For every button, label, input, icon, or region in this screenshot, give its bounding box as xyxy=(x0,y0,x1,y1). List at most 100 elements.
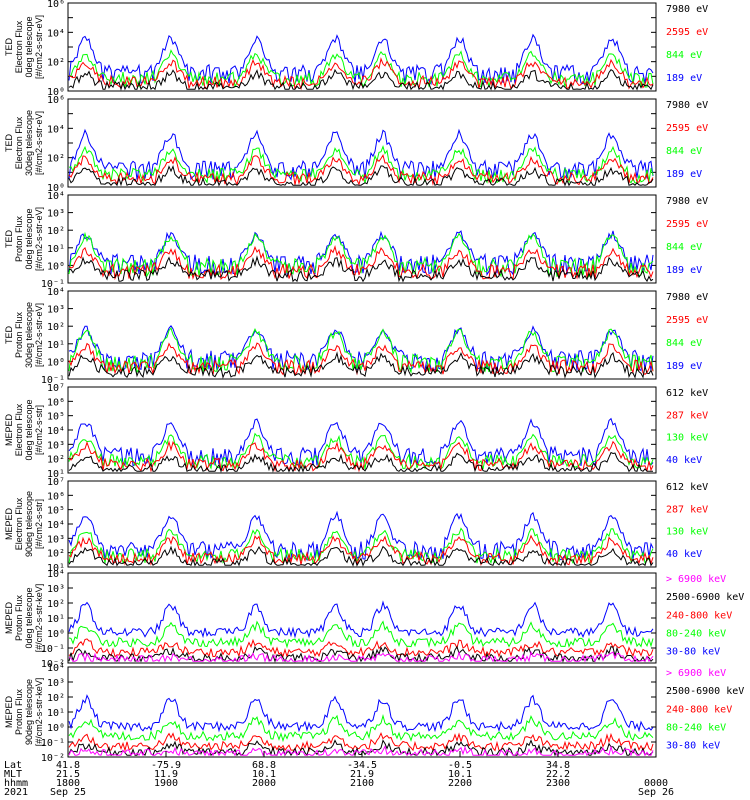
legend-entry: 844 eV xyxy=(666,146,702,157)
legend-entry: 287 keV xyxy=(666,504,708,515)
legend-entry: 240-800 keV xyxy=(666,610,732,621)
y-axis-label: Electron Flux xyxy=(14,116,24,169)
flux-trace-red xyxy=(68,731,654,753)
y-tick-label: 10⁷ xyxy=(47,383,65,394)
x-row-label: MLT xyxy=(4,769,22,780)
legend-entry: 30-80 keV xyxy=(666,647,720,658)
x-tick-label: 34.8 xyxy=(546,760,570,771)
flux-trace-black xyxy=(68,739,654,757)
y-tick-label: 10¹ xyxy=(47,563,65,574)
x-tick-label: 21.9 xyxy=(350,769,374,780)
legend-entry: 189 eV xyxy=(666,73,702,84)
y-axis-label: Proton Flux xyxy=(14,311,24,358)
y-tick-label: 10⁻¹ xyxy=(41,738,65,749)
legend-entry: > 6900 keV xyxy=(666,668,726,679)
y-axis-label: [#/cm2-s-str-keV] xyxy=(34,584,44,653)
legend-entry: 80-240 keV xyxy=(666,723,726,734)
flux-trace-red xyxy=(68,342,654,377)
panel-6: 10¹ 10² 10³ 10⁴ 10⁵ 10⁶ 10⁷ MEPED Electron Flux 9… xyxy=(4,477,708,574)
y-tick-label: 10³ xyxy=(47,440,65,451)
y-tick-label: 10¹ xyxy=(47,614,65,625)
y-tick-label: 10⁰ xyxy=(47,261,65,272)
legend-entry: > 6900 keV xyxy=(666,574,726,585)
y-tick-label: 10⁰ xyxy=(47,87,65,98)
y-tick-label: 10⁰ xyxy=(47,183,65,194)
legend-entry: 40 keV xyxy=(666,455,702,466)
y-tick-label: 10⁵ xyxy=(47,412,65,423)
legend-entry: 2500-6900 keV xyxy=(666,592,744,603)
x-tick-label: 11.9 xyxy=(154,769,178,780)
flux-trace-black xyxy=(68,255,654,283)
y-axis-label: 30deg telescope xyxy=(24,302,34,368)
flux-trace-green xyxy=(68,620,654,649)
x-row-label: hhmm xyxy=(4,778,28,789)
x-tick-label: 10.1 xyxy=(252,769,276,780)
panel-frame xyxy=(67,666,657,758)
x-tick-label: 22.2 xyxy=(546,769,570,780)
y-axis-label: Proton Flux xyxy=(14,688,24,735)
y-axis-label: 0deg telescope xyxy=(24,208,34,269)
panel-4: 10⁻¹ 10⁰ 10¹ 10² 10³ 10⁴ TED Proton Flux 30deg t… xyxy=(4,287,708,386)
y-axis-label: TED xyxy=(4,133,14,152)
y-tick-label: 10⁻¹ xyxy=(41,375,65,386)
legend-entry: 2500-6900 keV xyxy=(666,686,744,697)
y-tick-label: 10² xyxy=(47,226,65,237)
y-tick-label: 10¹ xyxy=(47,469,65,480)
y-tick-label: 10⁰ xyxy=(47,357,65,368)
legend-entry: 612 keV xyxy=(666,482,708,493)
y-tick-label: 10⁻² xyxy=(41,659,65,670)
flux-trace-magenta xyxy=(68,650,654,663)
y-tick-label: 10³ xyxy=(47,534,65,545)
y-tick-label: 10³ xyxy=(47,678,65,689)
y-tick-label: 10⁴ xyxy=(47,426,65,437)
legend-entry: 2595 eV xyxy=(666,315,708,326)
y-axis-label: [#/cm2-s-str-keV] xyxy=(34,678,44,747)
y-axis-label: [#/cm2-s-str] xyxy=(34,405,44,455)
y-axis-label: Electron Flux xyxy=(14,403,24,456)
y-tick-label: 10⁴ xyxy=(47,191,65,202)
y-axis-label: TED xyxy=(4,229,14,248)
y-tick-label: 10¹ xyxy=(47,244,65,255)
flux-trace-black xyxy=(68,545,654,567)
y-tick-label: 10⁴ xyxy=(47,569,65,580)
y-tick-label: 10² xyxy=(47,599,65,610)
y-tick-label: 10⁵ xyxy=(47,506,65,517)
y-tick-label: 10¹ xyxy=(47,340,65,351)
y-tick-label: 10³ xyxy=(47,584,65,595)
flux-trace-black xyxy=(68,351,654,379)
y-tick-label: 10⁶ xyxy=(47,95,65,106)
x-tick-label: -0.5 xyxy=(448,760,472,771)
y-axis-label: 90deg telescope xyxy=(24,491,34,557)
y-axis-label: MEPED xyxy=(4,414,14,447)
y-tick-label: 10² xyxy=(47,322,65,333)
y-axis-label: Electron Flux xyxy=(14,497,24,550)
x-tick-label: -75.9 xyxy=(151,760,181,771)
panel-2: 10⁰ 10² 10⁴ 10⁶ TED Electron Flux 30deg telesc… xyxy=(4,95,708,194)
y-tick-label: 10⁻¹ xyxy=(41,279,65,290)
legend-entry: 287 keV xyxy=(666,410,708,421)
x-row-label: Lat xyxy=(4,760,22,771)
flux-trace-blue xyxy=(68,417,654,468)
y-axis-label: 0deg telescope xyxy=(24,399,34,460)
legend-entry: 80-240 keV xyxy=(666,629,726,640)
flux-trace-blue xyxy=(68,510,654,562)
panel-3: 10⁻¹ 10⁰ 10¹ 10² 10³ 10⁴ TED Proton Flux 0deg te… xyxy=(4,191,708,290)
panel-8: 10⁻² 10⁻¹ 10⁰ 10¹ 10² 10³ 10⁴ MEPED Proton Flux 9… xyxy=(4,663,744,764)
x-tick-label: 2200 xyxy=(448,778,472,789)
legend-entry: 7980 eV xyxy=(666,292,708,303)
y-tick-label: 10⁴ xyxy=(47,287,65,298)
legend-entry: 40 keV xyxy=(666,549,702,560)
flux-trace-green xyxy=(68,714,654,743)
y-tick-label: 10³ xyxy=(47,209,65,220)
x-tick-label: 0000 xyxy=(644,778,668,789)
legend-entry: 2595 eV xyxy=(666,27,708,38)
y-tick-label: 10⁶ xyxy=(47,0,65,10)
panel-frame xyxy=(67,194,657,284)
y-tick-label: 10⁻² xyxy=(41,753,65,764)
y-axis-label: MEPED xyxy=(4,508,14,541)
legend-entry: 130 keV xyxy=(666,433,708,444)
x-tick-label: -34.5 xyxy=(347,760,377,771)
flux-trace-red xyxy=(68,245,654,281)
